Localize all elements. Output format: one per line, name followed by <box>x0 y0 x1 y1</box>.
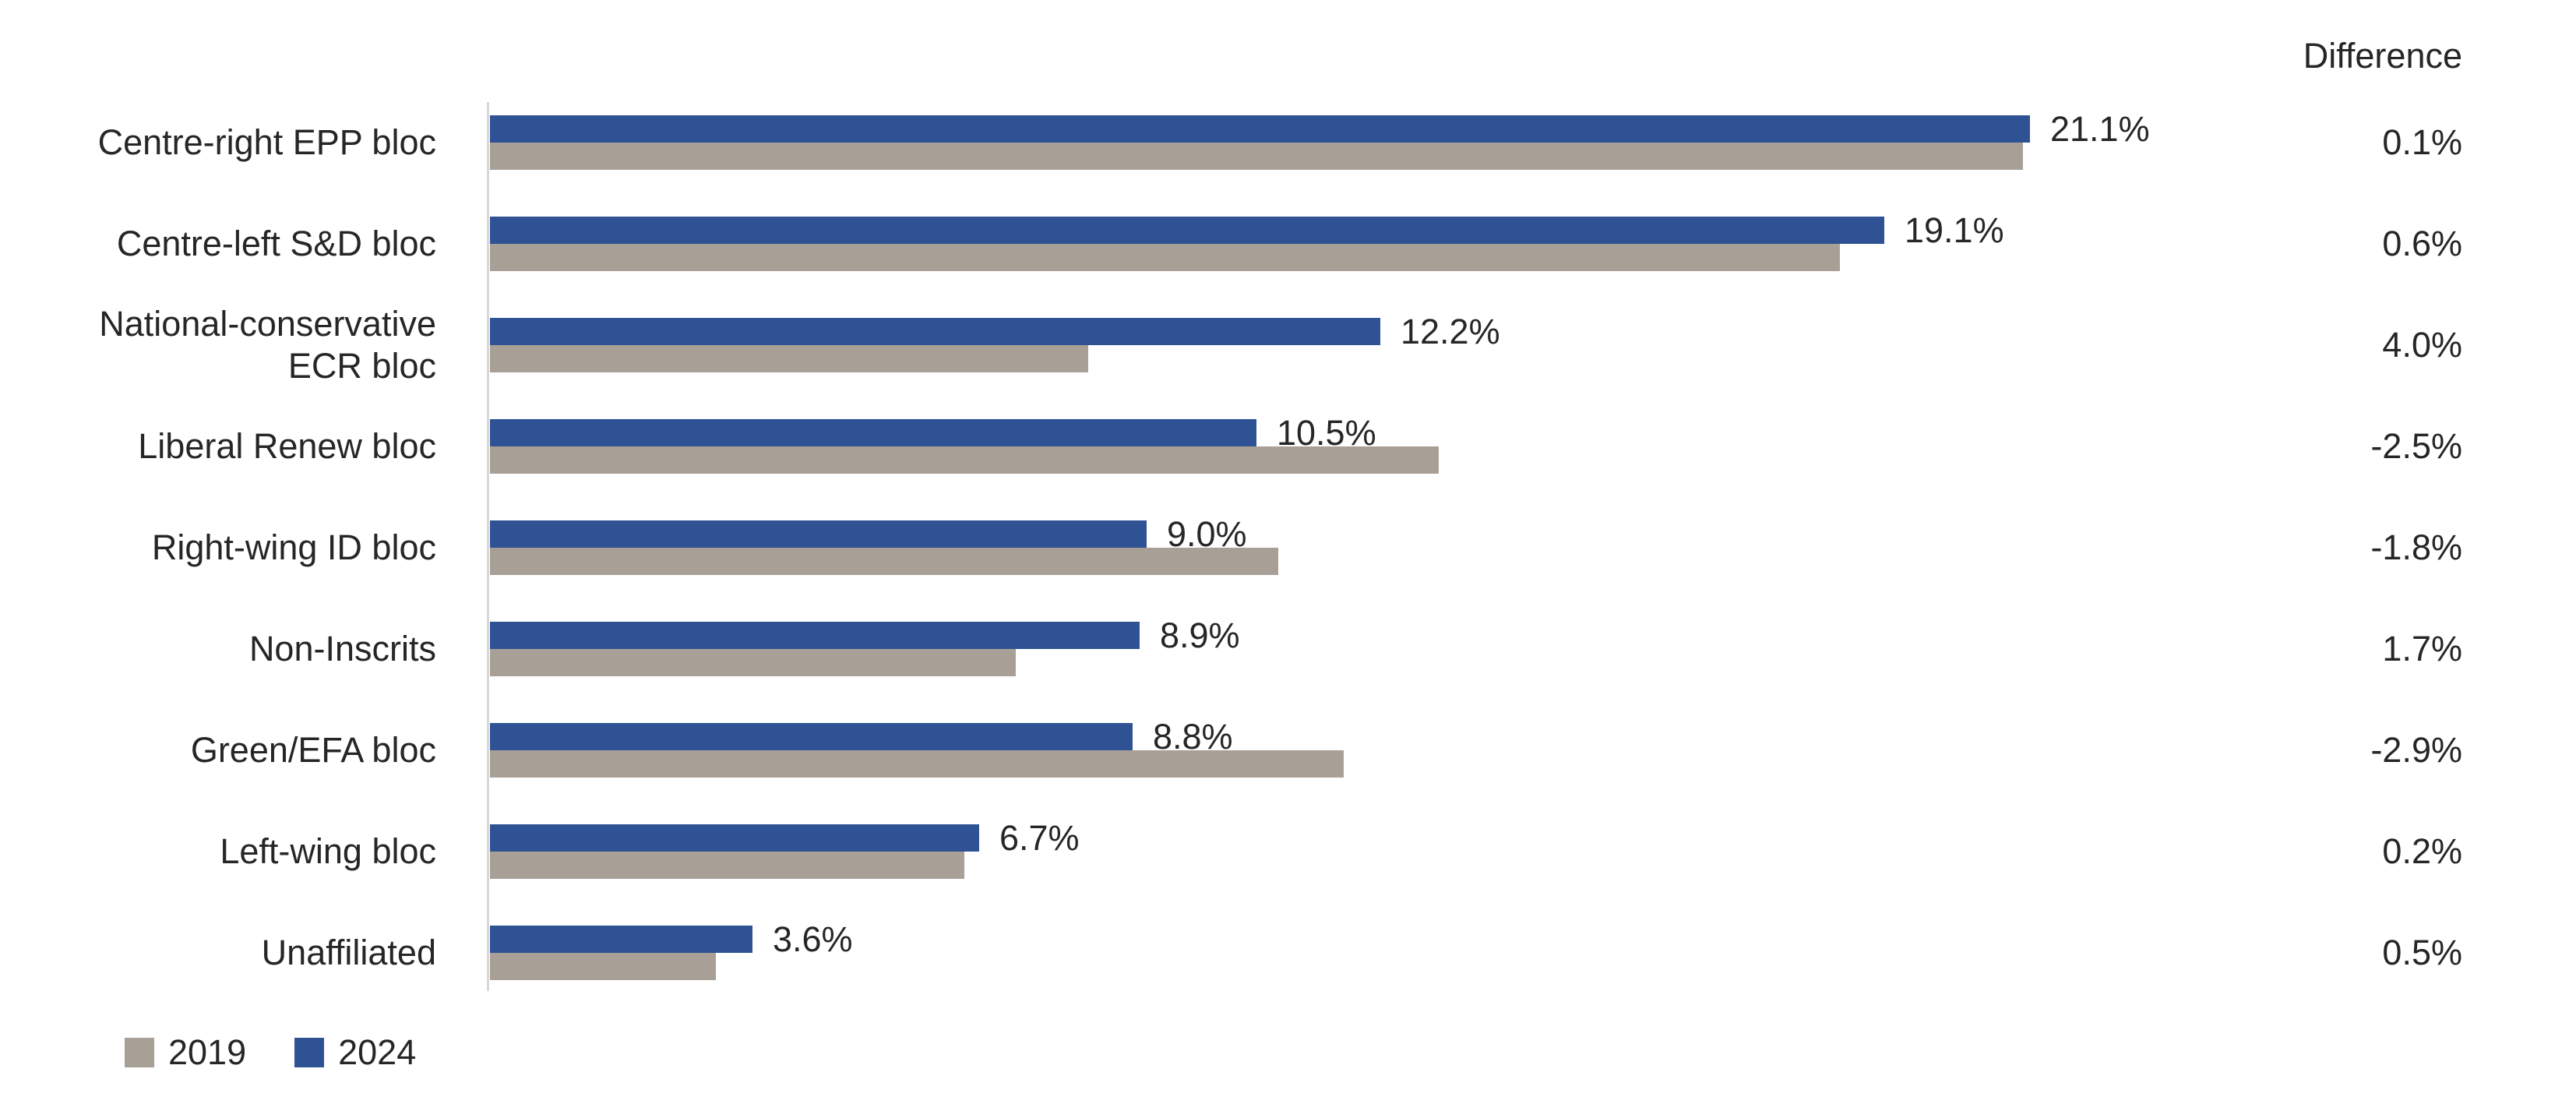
y-axis-line <box>487 102 489 991</box>
bar-value-label-2024: 3.6% <box>773 919 853 959</box>
category-row: Unaffiliated 3.6% 0.5% <box>0 919 2576 980</box>
legend-swatch <box>125 1037 154 1067</box>
bar-2024 <box>490 723 1133 750</box>
difference-column-header: Difference <box>2303 36 2462 76</box>
category-row: Left-wing bloc 6.7% 0.2% <box>0 817 2576 879</box>
difference-value: 0.2% <box>2382 831 2462 871</box>
difference-value: 1.7% <box>2382 629 2462 668</box>
legend-item-label: 2019 <box>168 1032 247 1072</box>
bar-2019 <box>490 750 1344 778</box>
category-label: Unaffiliated <box>261 933 436 972</box>
difference-value: -1.8% <box>2370 527 2462 567</box>
bar-pair <box>490 824 979 879</box>
bar-pair <box>490 622 1140 676</box>
bar-pair <box>490 926 752 980</box>
bar-2019 <box>490 446 1439 474</box>
legend-item: 2019 <box>125 1035 246 1070</box>
bar-2019 <box>490 244 1840 271</box>
bar-2024 <box>490 824 979 852</box>
difference-value: 0.1% <box>2382 122 2462 162</box>
difference-value: -2.9% <box>2370 730 2462 770</box>
bar-2019 <box>490 548 1278 575</box>
bar-value-label-2024: 19.1% <box>1905 210 2004 250</box>
bar-2019 <box>490 649 1016 676</box>
category-label: Centre-left S&D bloc <box>116 224 436 263</box>
category-label: Liberal Renew bloc <box>138 426 436 466</box>
bar-pair <box>490 723 1344 778</box>
legend: 2019 2024 <box>125 1035 464 1070</box>
category-label: Left-wing bloc <box>220 831 436 871</box>
bar-pair <box>490 520 1278 575</box>
bar-value-label-2024: 9.0% <box>1167 513 1247 554</box>
difference-value: 0.5% <box>2382 933 2462 972</box>
bar-2024 <box>490 217 1884 244</box>
bar-pair <box>490 115 2030 170</box>
bar-rows: Centre-right EPP bloc 21.1% 0.1% Centre-… <box>0 108 2576 1027</box>
bar-value-label-2024: 21.1% <box>2050 108 2150 149</box>
bar-2019 <box>490 852 964 879</box>
bar-2024 <box>490 419 1256 446</box>
category-label: National-conservative ECR bloc <box>99 304 436 386</box>
bar-2024 <box>490 115 2030 143</box>
bar-2024 <box>490 520 1147 548</box>
category-row: Right-wing ID bloc 9.0% -1.8% <box>0 513 2576 575</box>
category-row: Centre-right EPP bloc 21.1% 0.1% <box>0 108 2576 170</box>
bar-value-label-2024: 8.9% <box>1160 615 1240 655</box>
bar-value-label-2024: 8.8% <box>1153 716 1233 757</box>
category-row: Centre-left S&D bloc 19.1% 0.6% <box>0 210 2576 271</box>
legend-item: 2024 <box>294 1035 416 1070</box>
difference-value: -2.5% <box>2370 426 2462 466</box>
category-row: Liberal Renew bloc 10.5% -2.5% <box>0 412 2576 474</box>
bar-pair <box>490 217 1884 271</box>
bar-value-label-2024: 10.5% <box>1277 412 1376 453</box>
difference-value: 0.6% <box>2382 224 2462 263</box>
difference-value: 4.0% <box>2382 325 2462 365</box>
category-label: Centre-right EPP bloc <box>97 122 436 162</box>
bar-2024 <box>490 622 1140 649</box>
bar-value-label-2024: 6.7% <box>999 817 1080 858</box>
category-row: Green/EFA bloc 8.8% -2.9% <box>0 716 2576 778</box>
bar-pair <box>490 419 1439 474</box>
bar-2019 <box>490 345 1088 372</box>
bar-2024 <box>490 318 1380 345</box>
bar-pair <box>490 318 1380 372</box>
bar-2024 <box>490 926 752 953</box>
category-label: Right-wing ID bloc <box>151 527 436 567</box>
category-row: Non-Inscrits 8.9% 1.7% <box>0 615 2576 676</box>
bar-value-label-2024: 12.2% <box>1401 311 1500 351</box>
bar-2019 <box>490 143 2023 170</box>
legend-swatch <box>294 1037 325 1067</box>
legend-item-label: 2024 <box>338 1032 417 1072</box>
category-label: Green/EFA bloc <box>190 730 436 770</box>
category-label: Non-Inscrits <box>248 629 436 668</box>
category-row: National-conservative ECR bloc 12.2% 4.0… <box>0 304 2576 386</box>
bar-2019 <box>490 953 716 980</box>
